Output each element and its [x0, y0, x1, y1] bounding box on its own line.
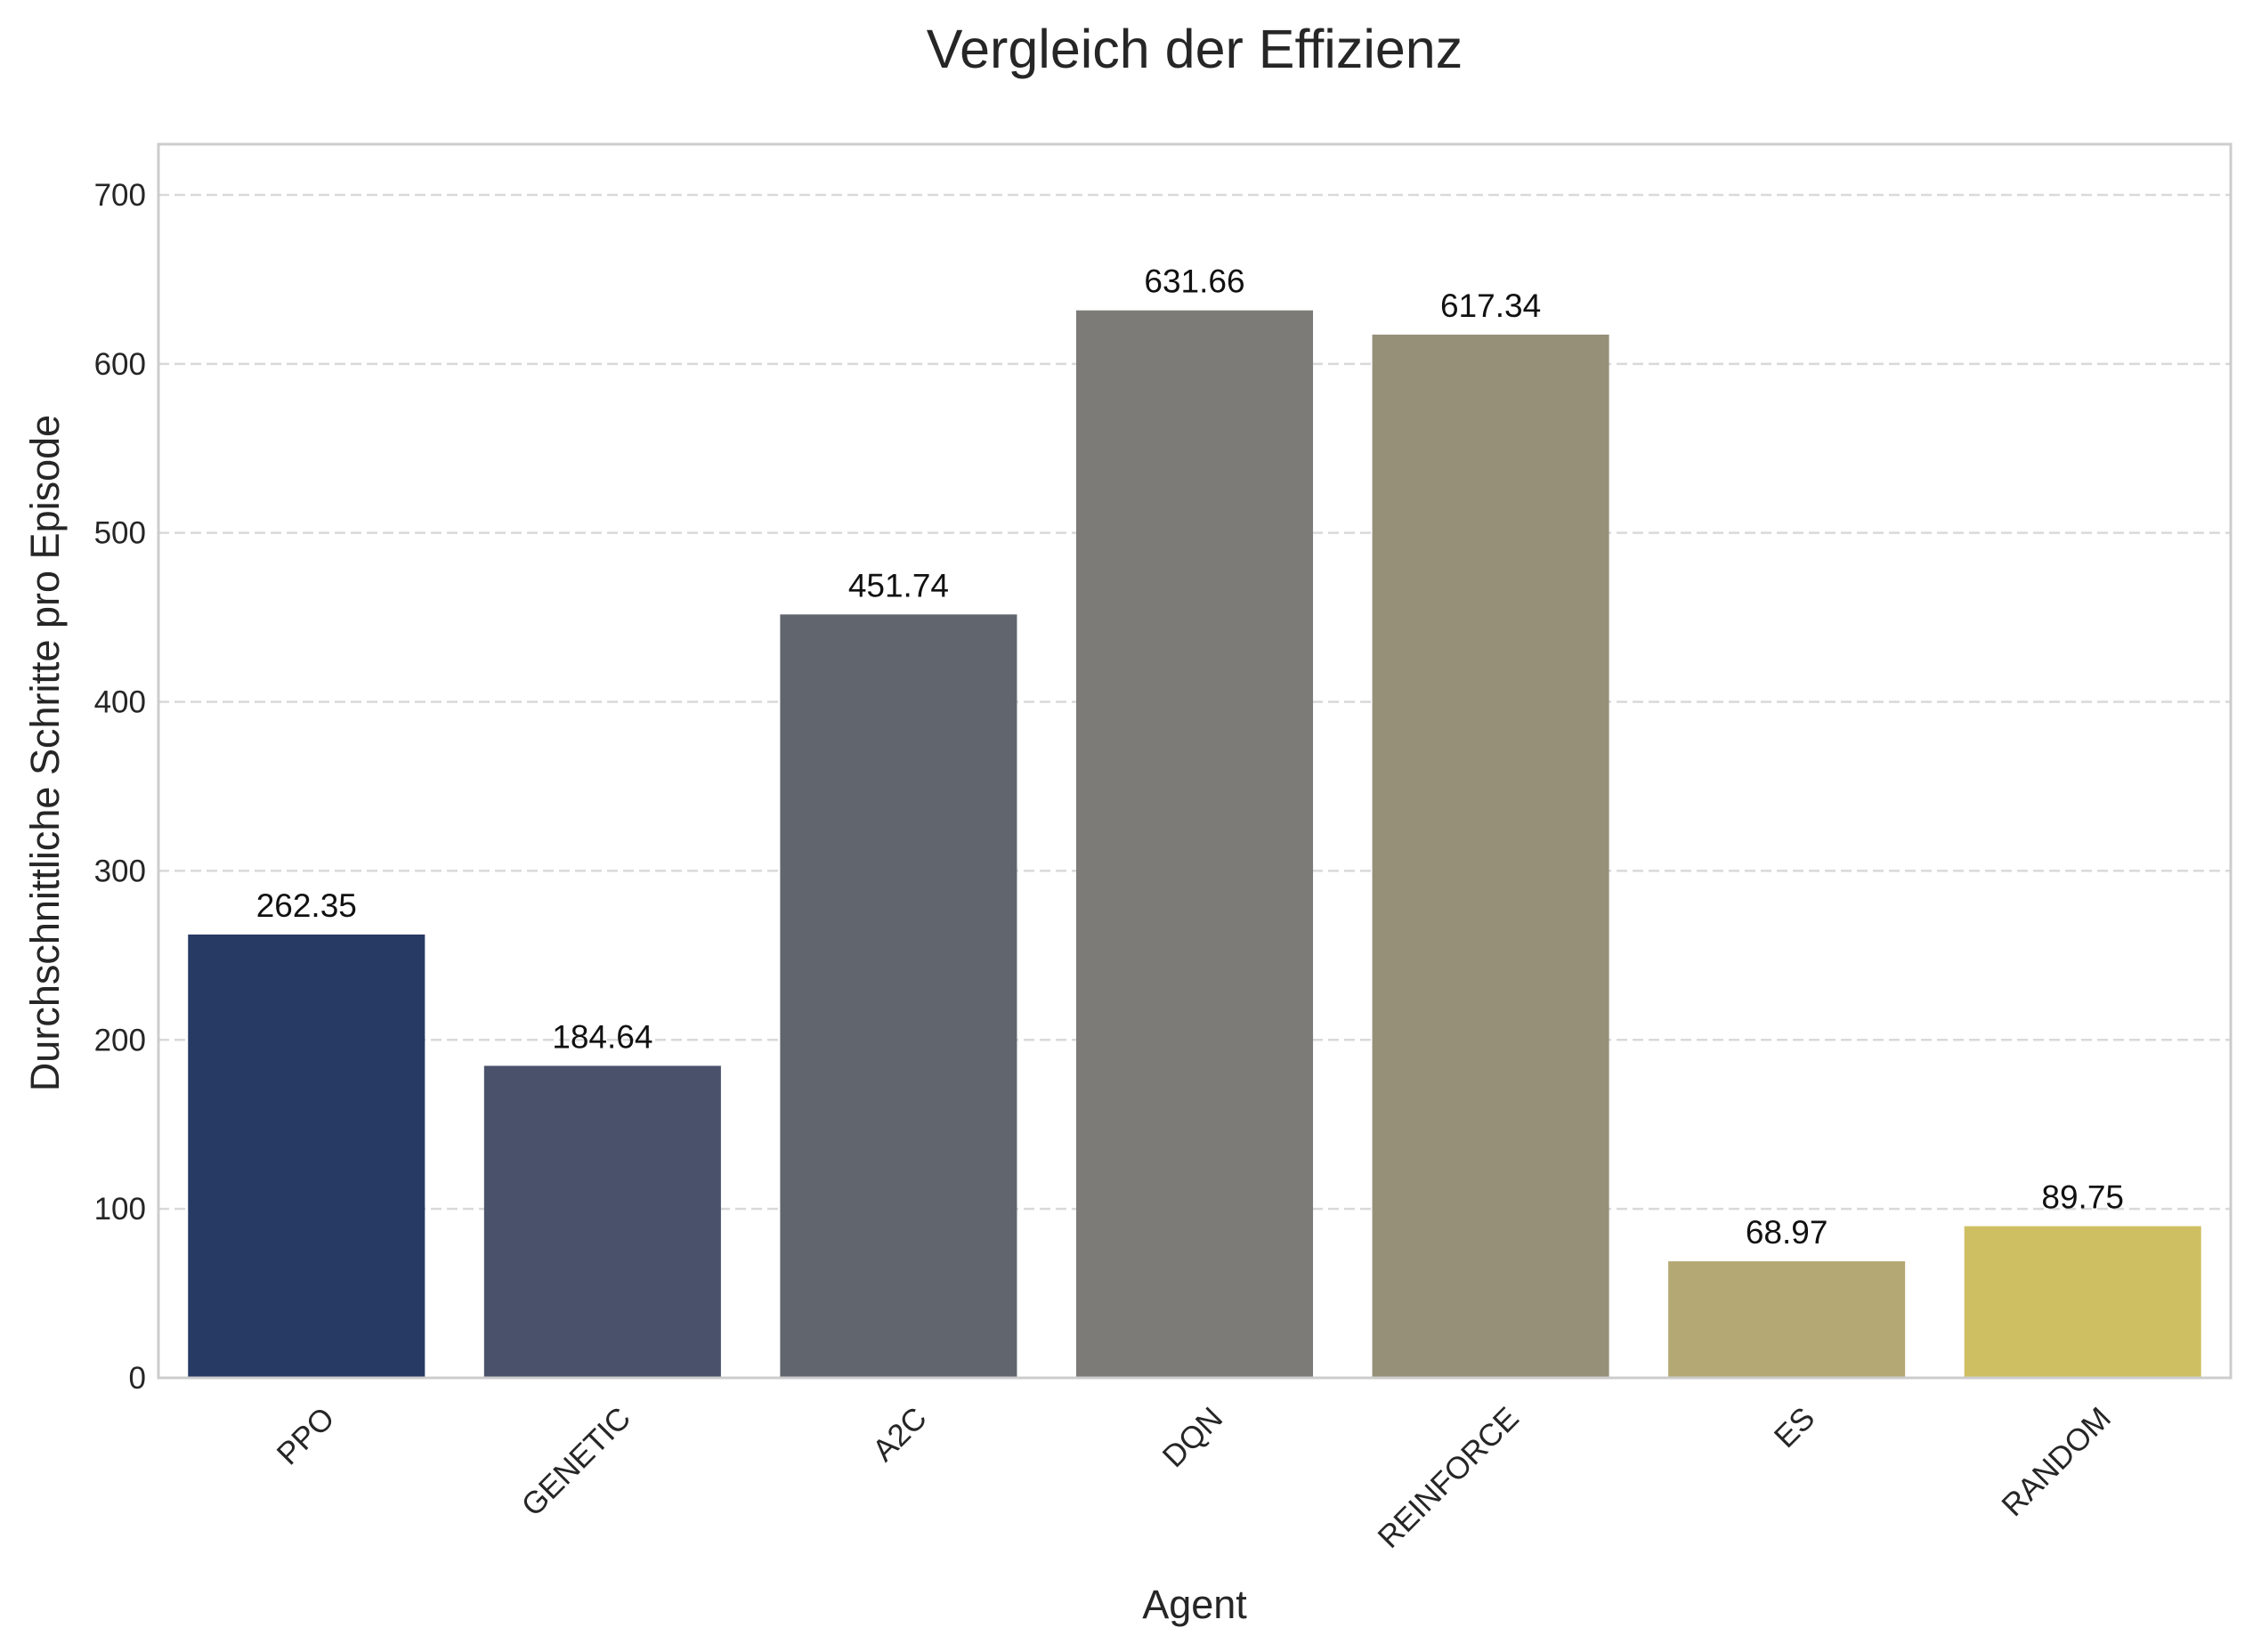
x-axis-label: Agent — [1142, 1582, 1247, 1627]
data-label-random: 89.75 — [2041, 1179, 2124, 1216]
bar-genetic — [483, 1065, 721, 1378]
bar-ppo — [188, 934, 425, 1378]
data-label-a2c: 451.74 — [848, 567, 949, 603]
y-tick-label: 700 — [94, 178, 146, 213]
bars — [188, 310, 2201, 1378]
y-tick-label: 0 — [129, 1361, 146, 1396]
y-tick-label: 300 — [94, 854, 146, 888]
chart-title: Vergleich der Effizienz — [927, 19, 1463, 79]
y-tick-label: 500 — [94, 516, 146, 551]
data-label-dqn: 631.66 — [1144, 263, 1244, 300]
y-tick-label: 200 — [94, 1023, 146, 1057]
bar-random — [1964, 1226, 2201, 1378]
data-label-ppo: 262.35 — [256, 887, 357, 924]
bar-reinforce — [1372, 334, 1609, 1378]
data-label-reinforce: 617.34 — [1440, 287, 1541, 324]
bar-es — [1668, 1261, 1906, 1378]
data-labels: 262.35 184.64 451.74 631.66 617.34 68.97 89.75 — [256, 263, 2124, 1251]
y-tick-label: 400 — [94, 685, 146, 720]
data-label-es: 68.97 — [1746, 1214, 1828, 1251]
y-axis-label: Durchschnittliche Schritte pro Episode — [22, 415, 68, 1091]
plot-area-frame — [157, 142, 2233, 1380]
y-tick-label: 600 — [94, 347, 146, 382]
data-label-genetic: 184.64 — [552, 1018, 652, 1055]
y-tick-labels: 0 100 200 300 400 500 600 700 — [94, 178, 146, 1396]
y-tick-label: 100 — [94, 1192, 146, 1227]
bar-dqn — [1075, 310, 1314, 1378]
bar-a2c — [780, 614, 1017, 1378]
